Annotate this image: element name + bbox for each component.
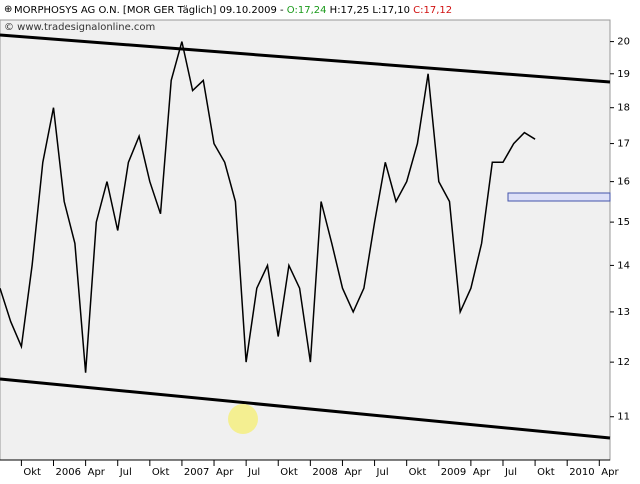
y-tick-label: 14 — [617, 260, 630, 271]
date: 09.10.2009 - — [220, 5, 284, 16]
y-tick-label: 18 — [617, 103, 630, 114]
icon: ⊕ — [4, 4, 12, 15]
x-tick-label: Jul — [119, 467, 132, 478]
y-tick-label: 16 — [617, 177, 630, 188]
highlight-box — [507, 192, 611, 202]
channel-upper — [0, 33, 611, 84]
x-tick-label: Okt — [152, 467, 170, 478]
x-tick-label: Apr — [216, 467, 234, 478]
y-tick-label: 17 — [617, 139, 630, 150]
price-line — [0, 41, 536, 373]
x-tick-label: Apr — [473, 467, 491, 478]
x-tick-label: Jul — [247, 467, 260, 478]
x-tick-label: 2009 — [441, 467, 466, 478]
channel-lower — [0, 377, 611, 440]
x-tick-label: Okt — [280, 467, 298, 478]
y-tick-label: 11 — [617, 412, 630, 423]
x-tick-label: Jul — [376, 467, 389, 478]
header: MORPHOSYS AG O.N. [MOR GER Täglich] 09.1… — [14, 5, 452, 16]
x-tick-label: 2007 — [184, 467, 209, 478]
x-tick-label: Apr — [88, 467, 106, 478]
x-tick-label: 2008 — [312, 467, 337, 478]
open: O:17,24 — [287, 5, 327, 16]
title: MORPHOSYS AG O.N. [MOR GER Täglich] — [14, 5, 216, 16]
highlight-circle — [228, 404, 258, 434]
x-tick-label: Okt — [409, 467, 427, 478]
y-tick-label: 12 — [617, 357, 630, 368]
watermark: © www.tradesignalonline.com — [4, 22, 155, 33]
y-tick-label: 15 — [617, 217, 630, 228]
x-tick-label: Jul — [504, 467, 517, 478]
close: C:17,12 — [413, 5, 452, 16]
x-tick-label: 2010 — [569, 467, 594, 478]
y-tick-label: 13 — [617, 307, 630, 318]
y-tick-label: 20 — [617, 37, 630, 48]
x-tick-label: Okt — [537, 467, 555, 478]
x-tick-label: Apr — [601, 467, 619, 478]
x-tick-label: Okt — [23, 467, 41, 478]
y-tick-label: 19 — [617, 69, 630, 80]
high: H:17,25 — [330, 5, 370, 16]
plot-area — [0, 19, 611, 461]
x-tick-label: 2006 — [56, 467, 81, 478]
low: L:17,10 — [372, 5, 410, 16]
x-tick-label: Apr — [344, 467, 362, 478]
